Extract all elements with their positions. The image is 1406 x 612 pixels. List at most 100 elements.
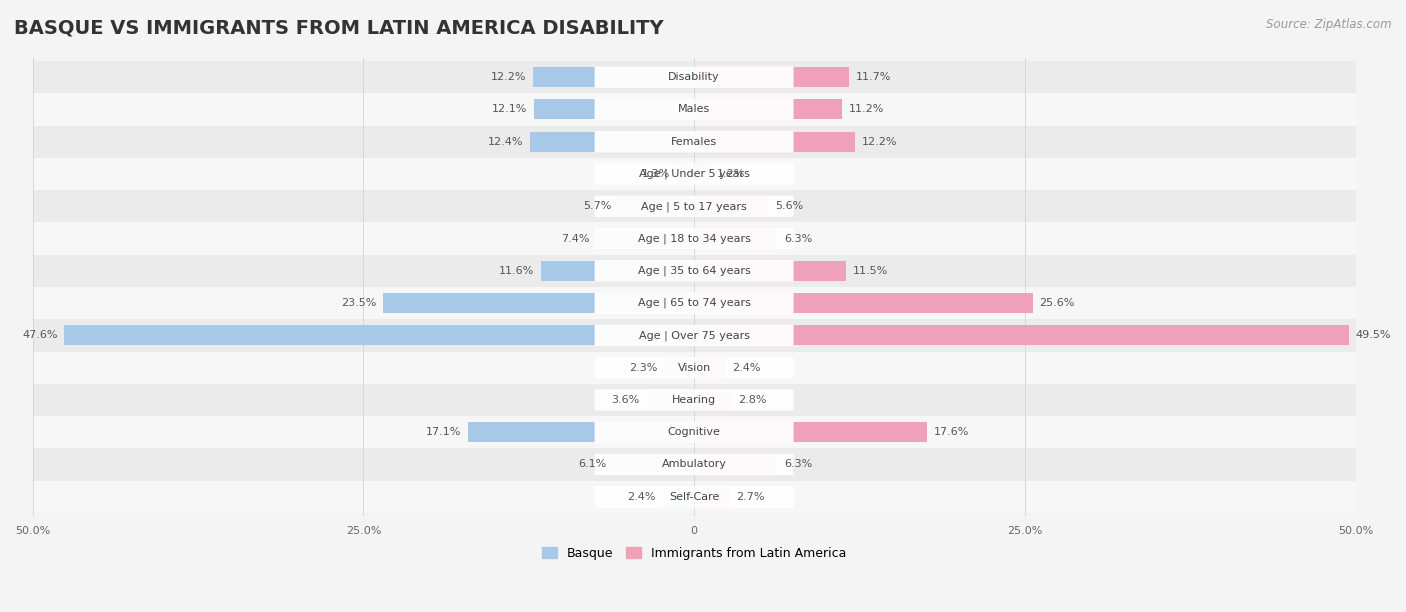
FancyBboxPatch shape — [595, 325, 793, 346]
Text: 6.3%: 6.3% — [785, 460, 813, 469]
Text: Source: ZipAtlas.com: Source: ZipAtlas.com — [1267, 18, 1392, 31]
Text: 5.7%: 5.7% — [583, 201, 612, 211]
Text: 1.2%: 1.2% — [717, 169, 745, 179]
Bar — [695, 357, 725, 378]
Text: 6.3%: 6.3% — [785, 234, 813, 244]
Bar — [32, 61, 1355, 94]
Bar — [676, 164, 695, 184]
Text: 2.7%: 2.7% — [737, 491, 765, 502]
Bar — [695, 293, 1033, 313]
FancyBboxPatch shape — [595, 454, 793, 475]
Bar — [695, 196, 768, 216]
Text: Age | 18 to 34 years: Age | 18 to 34 years — [638, 233, 751, 244]
Text: 12.2%: 12.2% — [491, 72, 526, 82]
Bar — [32, 287, 1355, 319]
Text: 2.8%: 2.8% — [738, 395, 766, 405]
FancyBboxPatch shape — [595, 260, 793, 282]
Text: 12.2%: 12.2% — [862, 136, 897, 147]
FancyBboxPatch shape — [595, 228, 793, 249]
Text: Disability: Disability — [668, 72, 720, 82]
FancyBboxPatch shape — [595, 422, 793, 443]
FancyBboxPatch shape — [595, 486, 793, 507]
Text: 2.4%: 2.4% — [627, 491, 655, 502]
FancyBboxPatch shape — [595, 389, 793, 411]
Text: Vision: Vision — [678, 363, 710, 373]
FancyBboxPatch shape — [595, 293, 793, 314]
Text: BASQUE VS IMMIGRANTS FROM LATIN AMERICA DISABILITY: BASQUE VS IMMIGRANTS FROM LATIN AMERICA … — [14, 18, 664, 37]
Text: 7.4%: 7.4% — [561, 234, 589, 244]
Text: 11.2%: 11.2% — [849, 105, 884, 114]
FancyBboxPatch shape — [595, 357, 793, 378]
Text: 2.3%: 2.3% — [628, 363, 657, 373]
Text: 11.6%: 11.6% — [499, 266, 534, 276]
Bar — [619, 196, 695, 216]
Bar — [32, 158, 1355, 190]
Bar — [695, 67, 849, 87]
Bar — [32, 351, 1355, 384]
Bar — [695, 164, 710, 184]
Bar — [32, 125, 1355, 158]
Bar — [695, 422, 927, 442]
Text: 6.1%: 6.1% — [578, 460, 607, 469]
Bar — [32, 190, 1355, 222]
Bar — [695, 326, 1348, 345]
Text: Age | 65 to 74 years: Age | 65 to 74 years — [638, 298, 751, 308]
Bar — [32, 416, 1355, 449]
Text: Ambulatory: Ambulatory — [662, 460, 727, 469]
Bar — [613, 455, 695, 474]
Bar — [32, 94, 1355, 125]
Text: 49.5%: 49.5% — [1355, 330, 1391, 340]
FancyBboxPatch shape — [595, 67, 793, 88]
Text: 25.6%: 25.6% — [1039, 298, 1074, 308]
Text: Age | 5 to 17 years: Age | 5 to 17 years — [641, 201, 747, 212]
FancyBboxPatch shape — [595, 131, 793, 152]
Bar — [530, 132, 695, 152]
Bar — [695, 487, 730, 507]
Text: Females: Females — [671, 136, 717, 147]
Bar — [32, 319, 1355, 351]
Bar — [695, 228, 778, 248]
Bar — [32, 384, 1355, 416]
Text: 5.6%: 5.6% — [775, 201, 803, 211]
Bar — [695, 132, 855, 152]
Bar — [647, 390, 695, 410]
Text: 2.4%: 2.4% — [733, 363, 761, 373]
Text: Age | Over 75 years: Age | Over 75 years — [638, 330, 749, 341]
Text: 3.6%: 3.6% — [612, 395, 640, 405]
Bar — [541, 261, 695, 281]
Text: 47.6%: 47.6% — [22, 330, 58, 340]
Bar — [664, 357, 695, 378]
Bar — [32, 255, 1355, 287]
Text: Hearing: Hearing — [672, 395, 716, 405]
Text: Cognitive: Cognitive — [668, 427, 720, 437]
Text: 17.6%: 17.6% — [934, 427, 969, 437]
Text: 1.3%: 1.3% — [643, 169, 671, 179]
Text: 23.5%: 23.5% — [342, 298, 377, 308]
Bar — [695, 390, 731, 410]
Bar — [32, 480, 1355, 513]
Text: Self-Care: Self-Care — [669, 491, 720, 502]
Bar — [384, 293, 695, 313]
Bar — [32, 222, 1355, 255]
Text: Males: Males — [678, 105, 710, 114]
Bar — [695, 261, 846, 281]
FancyBboxPatch shape — [595, 196, 793, 217]
Bar — [596, 228, 695, 248]
Bar — [662, 487, 695, 507]
Text: Age | Under 5 years: Age | Under 5 years — [638, 169, 749, 179]
Bar — [65, 326, 695, 345]
Text: 17.1%: 17.1% — [426, 427, 461, 437]
FancyBboxPatch shape — [595, 163, 793, 185]
Text: 11.7%: 11.7% — [855, 72, 891, 82]
Bar — [32, 449, 1355, 480]
Text: 12.4%: 12.4% — [488, 136, 523, 147]
Legend: Basque, Immigrants from Latin America: Basque, Immigrants from Latin America — [537, 542, 851, 565]
Bar — [534, 100, 695, 119]
Bar — [468, 422, 695, 442]
Bar — [695, 455, 778, 474]
Text: Age | 35 to 64 years: Age | 35 to 64 years — [638, 266, 751, 276]
Bar — [533, 67, 695, 87]
Text: 12.1%: 12.1% — [492, 105, 527, 114]
Text: 11.5%: 11.5% — [853, 266, 889, 276]
FancyBboxPatch shape — [595, 99, 793, 120]
